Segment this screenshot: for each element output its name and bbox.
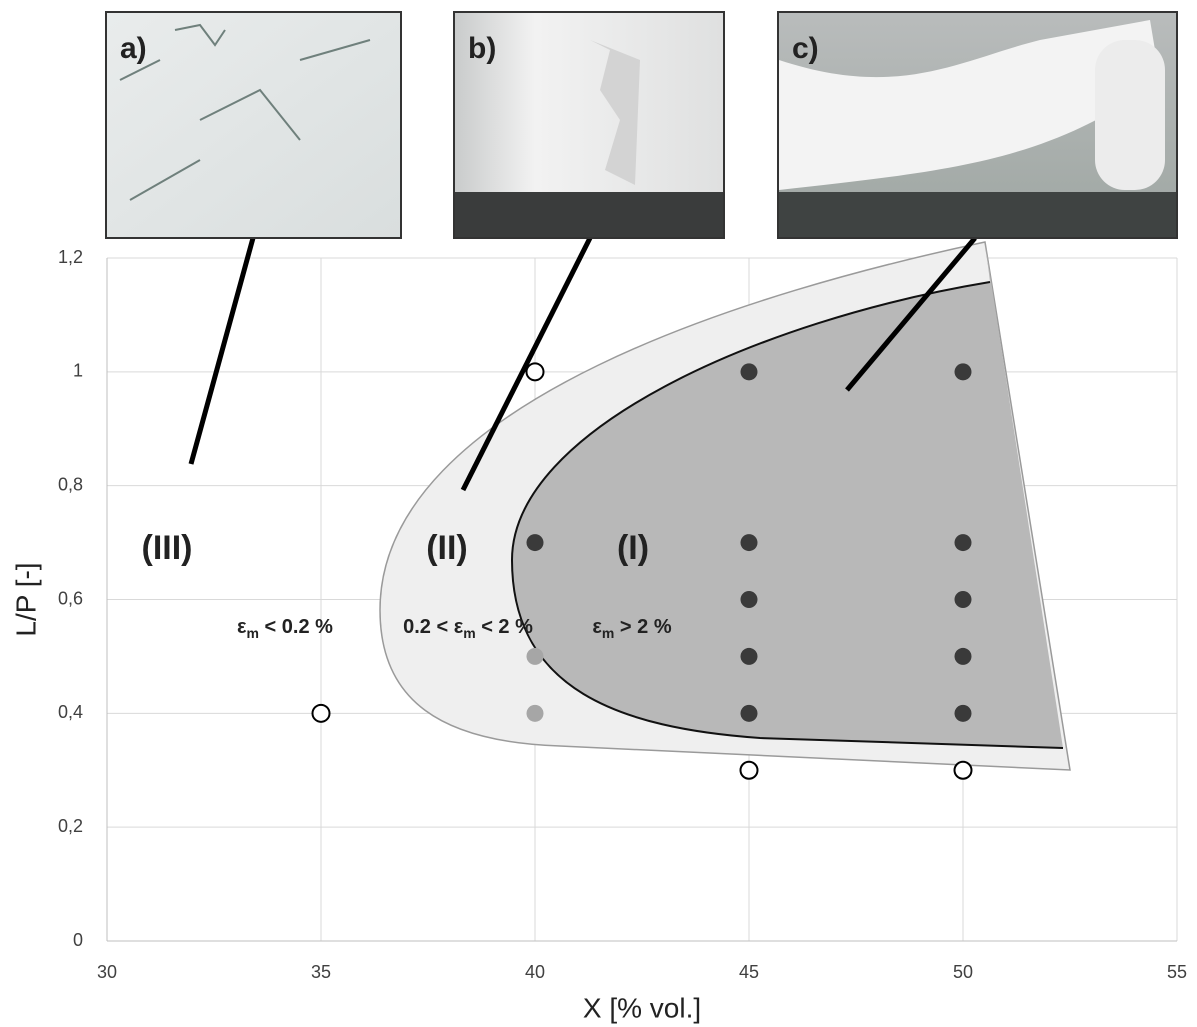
point — [740, 704, 758, 722]
pointer-line — [460, 236, 593, 492]
point — [954, 647, 972, 665]
inset-label: b) — [468, 32, 496, 65]
strain-prefix: ε — [237, 616, 247, 638]
marks — [311, 362, 973, 780]
strain-label: εm > 2 % — [592, 616, 671, 640]
strain-suffix: < 0.2 % — [259, 616, 333, 638]
inset-label: a) — [120, 32, 147, 65]
x-tick-label: 50 — [953, 962, 973, 982]
strain-suffix: > 2 % — [614, 616, 671, 638]
point — [740, 647, 758, 665]
region-label: (III) — [142, 529, 193, 567]
y-tick-label: 1,2 — [58, 247, 83, 267]
strain-prefix: ε — [592, 616, 602, 638]
point — [740, 363, 758, 381]
y-tick-label: 0,2 — [58, 816, 83, 836]
point — [740, 591, 758, 608]
point — [954, 363, 972, 381]
y-tick-label: 0 — [73, 930, 83, 950]
strain-prefix: 0.2 < ε — [403, 616, 464, 638]
point — [739, 760, 759, 780]
point — [954, 704, 972, 722]
point — [740, 534, 758, 552]
y-tick-label: 0,6 — [58, 588, 83, 608]
point — [525, 362, 545, 382]
strain-sub: m — [247, 625, 259, 641]
point — [526, 534, 544, 552]
region-label: (I) — [617, 529, 649, 567]
x-tick-label: 30 — [97, 962, 117, 982]
x-tick-label: 35 — [311, 962, 331, 982]
x-tick-label: 55 — [1167, 962, 1187, 982]
x-axis-title: X [% vol.] — [583, 992, 701, 1023]
photo-c — [777, 11, 1178, 239]
point — [526, 647, 544, 665]
point — [953, 760, 973, 780]
photo-b — [453, 11, 725, 239]
x-tick-label: 40 — [525, 962, 545, 982]
strain-sub: m — [463, 625, 475, 641]
point — [954, 591, 972, 608]
region-label: (II) — [426, 529, 468, 567]
y-axis-title: L/P [-] — [10, 562, 41, 636]
strain-suffix: < 2 % — [476, 616, 533, 638]
inset-labels: a) b) c) — [120, 32, 819, 65]
strain-label: 0.2 < εm < 2 % — [403, 616, 533, 640]
strain-label: εm < 0.2 % — [237, 616, 333, 640]
y-tick-label: 0,8 — [58, 474, 83, 494]
pointer-line — [188, 237, 256, 465]
inset-label: c) — [792, 32, 819, 65]
photo-a — [105, 11, 402, 239]
strain-sub: m — [602, 625, 614, 641]
x-tick-label: 45 — [739, 962, 759, 982]
y-tick-label: 0,4 — [58, 702, 83, 722]
pointer-line — [845, 236, 977, 392]
point — [526, 704, 544, 722]
point — [311, 703, 331, 723]
point — [954, 534, 972, 552]
region-boundary — [510, 281, 1064, 749]
region-i — [512, 242, 1063, 748]
y-tick-label: 1 — [73, 361, 83, 381]
